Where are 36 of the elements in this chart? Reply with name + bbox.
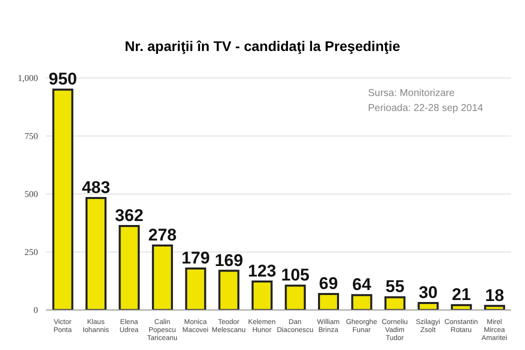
data-label: 950 bbox=[48, 70, 77, 89]
annotation: Sursa: Monitorizare bbox=[368, 88, 455, 99]
bar bbox=[152, 244, 173, 310]
data-label: 21 bbox=[452, 285, 471, 304]
data-label: 278 bbox=[148, 226, 177, 245]
y-tick-label: 0 bbox=[34, 305, 38, 316]
data-label: 105 bbox=[281, 266, 310, 285]
y-tick-label: 500 bbox=[24, 189, 38, 200]
bar bbox=[252, 280, 273, 310]
bar bbox=[351, 294, 372, 310]
bar bbox=[86, 196, 107, 310]
data-label: 483 bbox=[82, 178, 110, 197]
y-tick-label: 1,000 bbox=[18, 73, 38, 84]
bar bbox=[52, 88, 74, 310]
data-label: 179 bbox=[181, 248, 210, 268]
data-label: 362 bbox=[115, 206, 144, 226]
bar bbox=[284, 284, 306, 310]
y-tick-label: 250 bbox=[24, 247, 38, 258]
bar bbox=[318, 292, 340, 310]
chart-title: Nr. apariţii în TV - candidaţi la Preşedinţie bbox=[124, 38, 402, 54]
data-label: 69 bbox=[319, 274, 338, 293]
data-label: 169 bbox=[214, 250, 244, 270]
data-label: 123 bbox=[248, 261, 276, 280]
annotation: Perioada: 22-28 sep 2014 bbox=[368, 103, 484, 114]
bar bbox=[384, 296, 406, 310]
bar bbox=[218, 270, 240, 310]
data-label: 18 bbox=[485, 286, 504, 305]
bar bbox=[185, 267, 206, 310]
data-label: 30 bbox=[418, 283, 438, 302]
bar bbox=[118, 225, 140, 310]
bar bbox=[484, 304, 506, 310]
data-label: 64 bbox=[352, 275, 372, 294]
y-tick-label: 750 bbox=[24, 131, 38, 142]
bar bbox=[418, 302, 439, 310]
bar bbox=[450, 304, 472, 310]
data-label: 55 bbox=[385, 277, 404, 296]
